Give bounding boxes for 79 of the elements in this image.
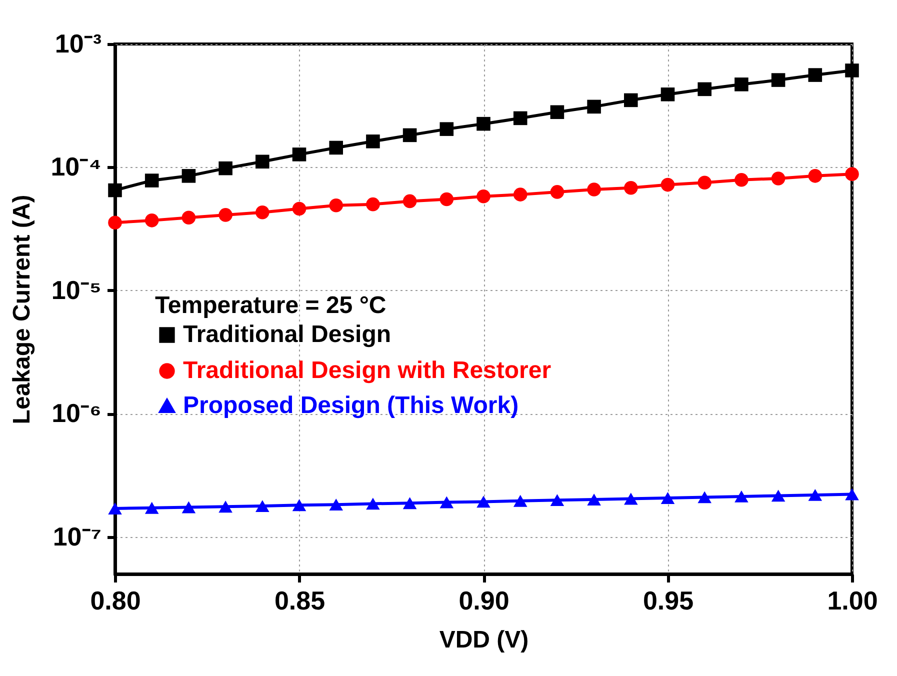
y-tick-label: 10⁻⁵: [51, 274, 102, 305]
legend-label: Traditional Design: [183, 321, 392, 348]
point: [845, 167, 859, 181]
point: [660, 88, 675, 102]
point: [108, 183, 122, 198]
point: [329, 140, 343, 155]
point: [771, 490, 786, 502]
point: [771, 73, 786, 87]
point: [402, 194, 417, 208]
point: [218, 161, 232, 176]
y-tick-label: 10⁻⁴: [50, 152, 102, 182]
x-tick-label: 1.00: [827, 586, 878, 616]
x-tick-label: 0.90: [458, 586, 510, 616]
y-axis-title: Leakage Current (A): [8, 194, 36, 424]
point: [292, 148, 306, 162]
point: [329, 498, 343, 511]
point: [698, 176, 712, 190]
x-tick-label: 0.95: [642, 586, 694, 616]
point: [845, 64, 859, 78]
point: [624, 93, 638, 108]
y-tick-label: 10⁻⁷: [52, 521, 102, 552]
point: [660, 178, 675, 192]
point: [513, 494, 528, 507]
point: [587, 100, 601, 114]
point: [587, 182, 601, 196]
legend-label: Proposed Design (This Work): [183, 392, 519, 419]
point: [218, 500, 232, 513]
point: [550, 494, 564, 506]
point: [144, 174, 159, 188]
point: [256, 500, 270, 512]
point: [366, 197, 380, 212]
point: [144, 214, 159, 228]
point: [476, 116, 490, 131]
point: [771, 172, 786, 186]
point: [218, 208, 232, 222]
point: [366, 498, 380, 510]
point: [845, 488, 859, 500]
point: [292, 202, 306, 216]
x-axis-title: VDD (V): [439, 626, 529, 654]
point: [808, 488, 822, 501]
point: [550, 105, 564, 120]
x-tick-label: 0.80: [90, 586, 141, 616]
point: [440, 192, 454, 206]
point: [698, 82, 712, 96]
point: [108, 502, 122, 514]
point: [550, 185, 564, 199]
point: [108, 216, 122, 230]
point: [808, 169, 822, 183]
point: [808, 68, 822, 82]
point: [587, 494, 601, 506]
point: [624, 180, 638, 195]
point: [513, 111, 528, 126]
point: [734, 172, 748, 187]
point: [182, 210, 196, 224]
point: [513, 188, 528, 202]
point: [660, 492, 675, 504]
point: [144, 502, 159, 514]
point: [476, 190, 490, 204]
point: [366, 134, 380, 148]
point: [698, 491, 712, 504]
point: [329, 198, 343, 212]
point: [256, 154, 270, 169]
point: [182, 169, 196, 183]
x-tick-label: 0.85: [274, 586, 326, 616]
point: [440, 122, 454, 136]
legend-label: Traditional Design with Restorer: [183, 357, 552, 384]
point: [182, 501, 196, 514]
y-tick-label: 10⁻⁶: [52, 398, 102, 428]
point: [734, 490, 748, 502]
y-tick-label: 10⁻³: [54, 28, 102, 58]
point: [624, 492, 638, 505]
point: [402, 128, 417, 142]
point: [476, 496, 490, 508]
legend-title: Temperature = 25 °C: [155, 292, 386, 319]
point: [256, 206, 270, 220]
point: [292, 499, 306, 512]
point: [734, 78, 748, 92]
point: [440, 496, 454, 508]
point: [402, 497, 417, 510]
